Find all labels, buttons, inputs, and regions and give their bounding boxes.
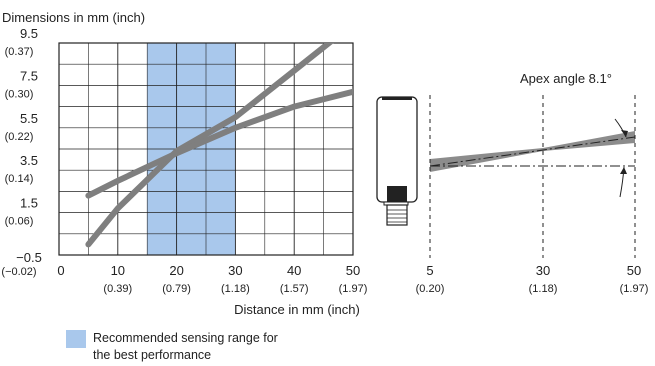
x-tick-label-inch: (1.18) [221, 283, 250, 295]
y-tick-label-inch: (0.37) [5, 46, 34, 58]
plot-area: 9.5 (0.37) 7.5 (0.30) 5.5 (0.22) 3.5 (0.14) 1.5 (… [1, 26, 368, 295]
y-tick-label: −0.5 [16, 250, 42, 265]
legend-text: Recommended sensing range for the best p… [93, 330, 333, 364]
series-line-2 [85, 88, 353, 199]
x-tick-label-inch: (1.97) [339, 283, 368, 295]
y-tick-label-inch: (−0.02) [1, 266, 36, 278]
legend-swatch [66, 330, 86, 348]
diagram-distance-50-inch: (1.97) [620, 283, 649, 295]
diagram-distance-5-inch: (0.20) [416, 283, 445, 295]
x-tick-label-inch: (1.57) [280, 283, 309, 295]
x-tick-label-inch: (0.79) [162, 283, 191, 295]
sensor-icon [376, 96, 418, 226]
legend-text-line2: the best performance [93, 348, 212, 362]
x-tick-label: 30 [228, 263, 242, 278]
y-tick-label: 1.5 [20, 196, 38, 211]
series-line-1 [85, 43, 334, 248]
x-tick-label: 0 [57, 263, 64, 278]
diagram-distance-5: 5 [426, 263, 433, 278]
legend: Recommended sensing range for the best p… [66, 330, 333, 364]
sensor-diagram: Apex angle 8.1° 5 (0.20) 30 (1.18) 50 (1… [376, 71, 649, 295]
x-tick-label-inch: (0.39) [103, 283, 132, 295]
x-tick-label: 50 [346, 263, 360, 278]
legend-text-line1: Recommended sensing range for [93, 331, 278, 345]
y-tick-label: 3.5 [20, 153, 38, 168]
plot-frame [58, 42, 354, 256]
chart-title: Dimensions in mm (inch) [2, 10, 145, 25]
diagram-distance-50: 50 [627, 263, 641, 278]
beam-centerline [429, 136, 636, 167]
y-tick-label-inch: (0.22) [5, 131, 34, 143]
y-tick-label-inch: (0.30) [5, 88, 34, 100]
x-axis-title: Distance in mm (inch) [234, 302, 360, 317]
y-tick-label-inch: (0.14) [5, 173, 34, 185]
x-tick-label: 20 [169, 263, 183, 278]
y-tick-label-inch: (0.06) [5, 216, 34, 228]
y-tick-label: 7.5 [20, 68, 38, 83]
apex-arrowhead-lower [620, 167, 627, 174]
y-tick-label: 5.5 [20, 111, 38, 126]
y-tick-label: 9.5 [20, 26, 38, 41]
apex-angle-label: Apex angle 8.1° [520, 71, 612, 86]
x-tick-label: 40 [287, 263, 301, 278]
apex-arrowhead-upper [621, 130, 628, 137]
x-tick-label: 10 [111, 263, 125, 278]
diagram-distance-30: 30 [536, 263, 550, 278]
diagram-distance-30-inch: (1.18) [529, 283, 558, 295]
